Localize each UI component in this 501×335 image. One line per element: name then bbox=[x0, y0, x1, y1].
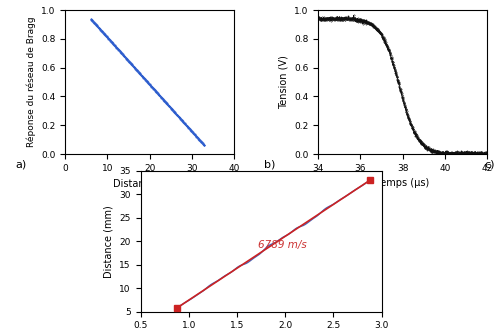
Y-axis label: Réponse du réseau de Bragg: Réponse du réseau de Bragg bbox=[26, 17, 36, 147]
Y-axis label: Tension (V): Tension (V) bbox=[278, 55, 288, 109]
Text: a): a) bbox=[15, 159, 26, 169]
X-axis label: Distance (mm): Distance (mm) bbox=[113, 178, 185, 188]
Y-axis label: Distance (mm): Distance (mm) bbox=[104, 205, 114, 278]
Text: c): c) bbox=[483, 159, 494, 169]
X-axis label: Temps (µs): Temps (µs) bbox=[375, 178, 428, 188]
Text: b): b) bbox=[263, 159, 275, 169]
Text: 6789 m/s: 6789 m/s bbox=[258, 240, 306, 250]
